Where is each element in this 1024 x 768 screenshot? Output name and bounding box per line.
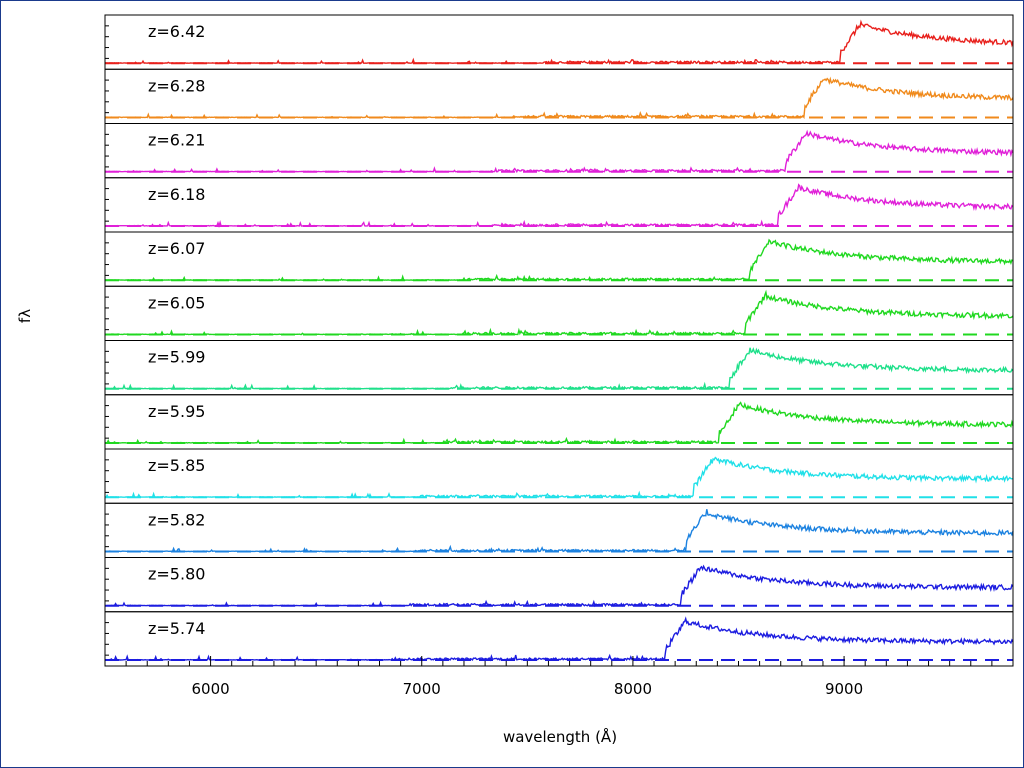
redshift-label: z=6.05 [148, 293, 205, 312]
spectrum-panel: z=6.42 [104, 14, 1014, 70]
panel-frame [104, 123, 1014, 179]
panel-frame [104, 177, 1014, 233]
spectrum-panel: z=6.07 [104, 231, 1014, 287]
x-axis-title: wavelength (Å) [503, 727, 617, 746]
redshift-label: z=5.82 [148, 510, 205, 529]
spectrum-panel: z=6.21 [104, 123, 1014, 179]
spectrum-line [105, 19, 1014, 65]
panel-frame [104, 68, 1014, 124]
spectrum-panel: z=6.28 [104, 68, 1014, 124]
spectrum-line [104, 238, 1014, 282]
panel-frame [104, 448, 1014, 504]
spectrum-line [105, 564, 1014, 608]
panel-frame [104, 14, 1014, 70]
redshift-label: z=5.95 [148, 402, 205, 421]
redshift-label: z=5.74 [148, 619, 205, 638]
spectrum-line [104, 616, 1014, 662]
spectrum-line [104, 76, 1014, 120]
spectrum-panel: z=5.85 [104, 448, 1014, 504]
redshift-label: z=6.21 [148, 131, 205, 150]
spectrum-line [105, 509, 1014, 553]
spectrum-panel: z=6.05 [104, 285, 1014, 341]
spectrum-line [104, 129, 1014, 174]
panel-frame [104, 611, 1014, 667]
spectrum-panel: z=5.82 [104, 502, 1014, 558]
spectrum-panel: z=5.80 [104, 557, 1014, 613]
spectrum-line [104, 401, 1014, 445]
spectrum-line [104, 456, 1014, 499]
spectrum-line [104, 289, 1014, 336]
spectrum-line [104, 183, 1014, 229]
x-tick-label: 7000 [403, 680, 441, 698]
redshift-label: z=6.18 [148, 185, 205, 204]
x-tick-label: 8000 [614, 680, 652, 698]
redshift-label: z=5.80 [148, 565, 205, 584]
redshift-label: z=5.99 [148, 348, 205, 367]
x-tick-label: 9000 [825, 680, 863, 698]
spectrum-line [104, 347, 1014, 390]
spectrum-panel: z=5.95 [104, 394, 1014, 450]
redshift-label: z=6.28 [148, 76, 205, 95]
x-axis: 6000 7000 8000 9000 [125, 656, 993, 698]
redshift-label: z=6.42 [148, 22, 205, 41]
redshift-label: z=5.85 [148, 456, 205, 475]
spectra-panels: z=6.42 z=6.28 z=6.21 z=6.18 z=6.07 z=6.05 z=5.… [104, 14, 1014, 667]
x-tick-label: 6000 [191, 680, 229, 698]
panel-frame [104, 231, 1014, 287]
y-axis-title: fλ [16, 309, 34, 323]
redshift-label: z=6.07 [148, 239, 205, 258]
spectrum-panel: z=5.74 [104, 611, 1014, 667]
spectrum-panel: z=5.99 [104, 340, 1014, 396]
panel-frame [104, 285, 1014, 341]
spectrum-panel: z=6.18 [104, 177, 1014, 233]
